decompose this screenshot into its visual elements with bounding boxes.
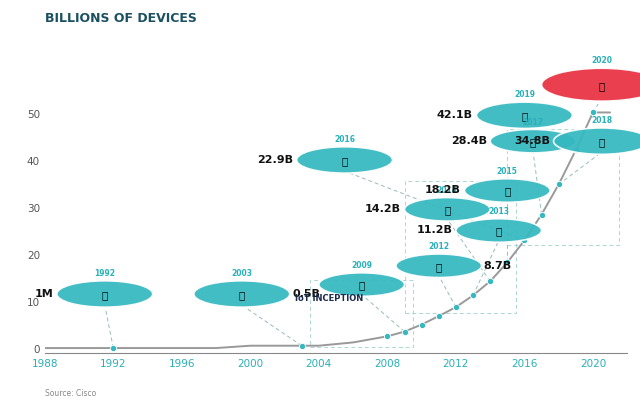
Text: IoT INCEPTION: IoT INCEPTION [294,294,363,303]
Text: 34.8B: 34.8B [514,136,550,146]
Circle shape [465,179,550,203]
Circle shape [476,103,572,129]
Text: 2016: 2016 [334,135,355,144]
Text: 42.1B: 42.1B [436,110,472,119]
Text: 📺: 📺 [530,137,536,147]
Text: 2003: 2003 [231,268,252,277]
Text: 💡: 💡 [358,280,365,290]
Text: 22.9B: 22.9B [257,154,292,164]
Circle shape [554,129,640,155]
Text: 8.7B: 8.7B [484,260,512,270]
Text: 🚦: 🚦 [341,156,348,166]
Text: 1M: 1M [34,288,53,298]
Text: 11.2B: 11.2B [417,225,452,235]
Text: 2009: 2009 [351,260,372,269]
Circle shape [296,148,392,174]
Circle shape [57,281,153,308]
Text: 14.2B: 14.2B [365,204,401,214]
Text: ⌚: ⌚ [436,261,442,271]
Circle shape [541,69,640,102]
Circle shape [194,281,290,308]
Text: 2019: 2019 [514,90,535,99]
Text: 2018: 2018 [591,116,612,125]
Text: 0.5B: 0.5B [292,288,320,298]
Text: 2013: 2013 [488,207,509,215]
Text: 🔦: 🔦 [504,186,511,196]
Text: 28.4B: 28.4B [451,136,487,146]
Text: 2012: 2012 [428,242,449,251]
Circle shape [396,254,482,278]
Text: Source: Cisco: Source: Cisco [45,388,96,397]
Text: 💻: 💻 [239,289,245,299]
Circle shape [404,198,490,221]
Text: 1992: 1992 [94,268,115,277]
Text: 🖥: 🖥 [102,289,108,299]
Text: 🍳: 🍳 [495,226,502,236]
Text: 2015: 2015 [497,166,518,176]
Circle shape [456,219,541,243]
Text: 📟: 📟 [598,137,605,147]
Circle shape [490,130,576,154]
Text: 🔌: 🔌 [522,111,527,121]
Text: 2020: 2020 [591,57,612,65]
Text: BILLIONS OF DEVICES: BILLIONS OF DEVICES [45,12,196,25]
Text: 18.2B: 18.2B [425,185,461,195]
Text: 🚪: 🚪 [598,81,605,91]
Text: 🌀: 🌀 [444,205,451,215]
Circle shape [319,273,404,297]
Text: 2014: 2014 [437,185,458,194]
Text: 2017: 2017 [522,117,543,126]
